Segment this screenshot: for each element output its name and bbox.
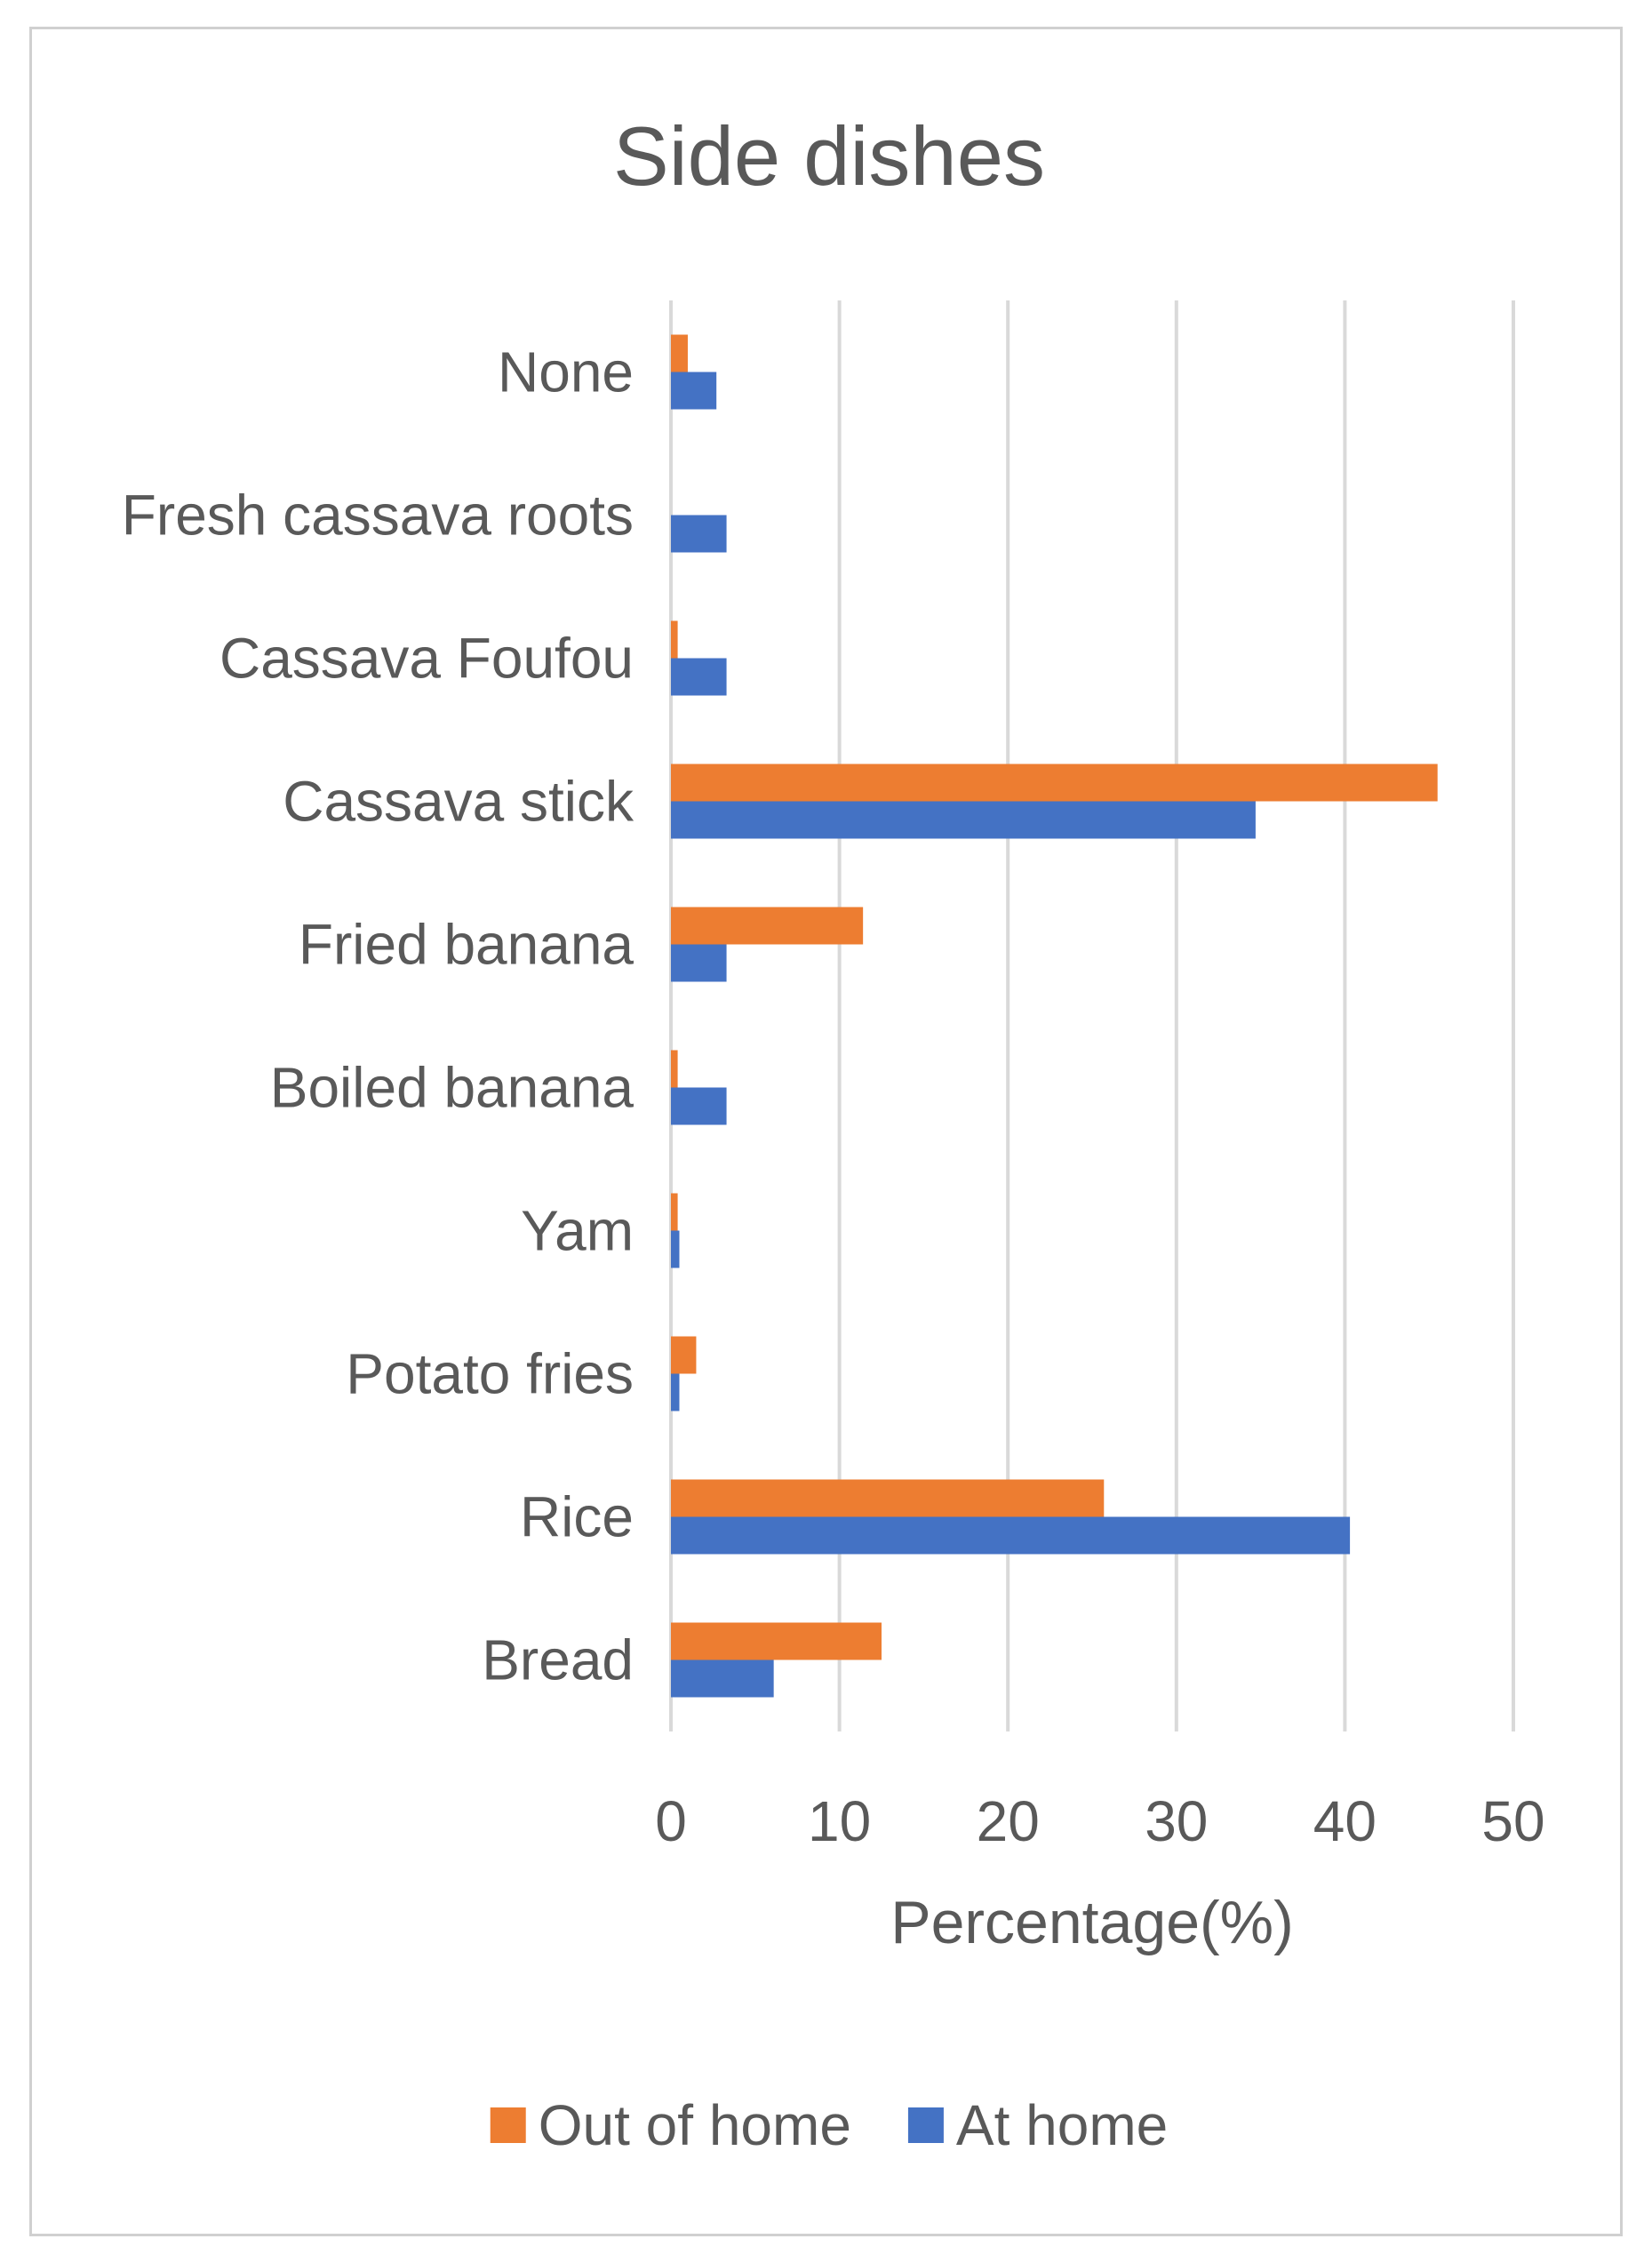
x-tick-label: 0 [655,1789,687,1853]
category-label: None [498,340,634,404]
bar-at-home-4 [671,944,727,982]
category-label: Bread [482,1628,634,1692]
bar-at-home-2 [671,658,727,696]
chart-frame: Side dishes None Fresh cassava roots Cassa… [29,27,1623,2236]
bar-out-of-home-4 [671,907,864,945]
bar-out-of-home-5 [671,1050,678,1088]
legend-item-out-of-home: Out of home [490,2093,851,2157]
x-tick-label: 40 [1313,1789,1377,1853]
category-label: Fresh cassava roots [122,484,634,548]
x-tick-label: 30 [1145,1789,1208,1853]
category-label: Cassava stick [283,770,634,834]
category-label: Yam [521,1199,634,1263]
legend-label: Out of home [539,2093,851,2157]
category-label: Fried banana [299,913,634,977]
bar-at-home-5 [671,1087,727,1125]
bar-at-home-1 [671,515,727,553]
category-label: Potato fries [346,1342,634,1406]
category-label: Rice [520,1485,634,1549]
bar-out-of-home-9 [671,1622,882,1660]
bars [671,334,1438,1698]
bar-at-home-6 [671,1230,680,1268]
category-label: Cassava Foufou [219,627,634,691]
bar-at-home-3 [671,801,1256,839]
legend-item-at-home: At home [907,2093,1168,2157]
legend-swatch [907,2107,944,2143]
bar-out-of-home-3 [671,764,1438,802]
bar-at-home-0 [671,372,717,410]
bar-at-home-9 [671,1659,774,1698]
bar-out-of-home-6 [671,1193,678,1231]
x-tick-label: 20 [977,1789,1040,1853]
category-label: Boiled banana [270,1056,634,1120]
bar-out-of-home-7 [671,1336,697,1374]
chart-title: Side dishes [613,109,1045,203]
legend-label: At home [956,2093,1168,2157]
chart: Side dishes None Fresh cassava roots Cassa… [122,109,1545,2157]
x-tick-label: 10 [808,1789,871,1853]
bar-out-of-home-8 [671,1479,1105,1517]
bar-out-of-home-2 [671,620,678,659]
x-tick-labels: 0 10 20 30 40 50 [655,1789,1544,1853]
bar-at-home-8 [671,1516,1351,1555]
bar-out-of-home-0 [671,334,688,372]
x-axis-title: Percentage(%) [890,1889,1294,1956]
x-tick-label: 50 [1481,1789,1544,1853]
category-labels: None Fresh cassava roots Cassava Foufou Cas… [122,340,634,1692]
bar-at-home-7 [671,1373,680,1411]
legend: Out of home At home [490,2093,1168,2157]
legend-swatch [490,2107,526,2143]
